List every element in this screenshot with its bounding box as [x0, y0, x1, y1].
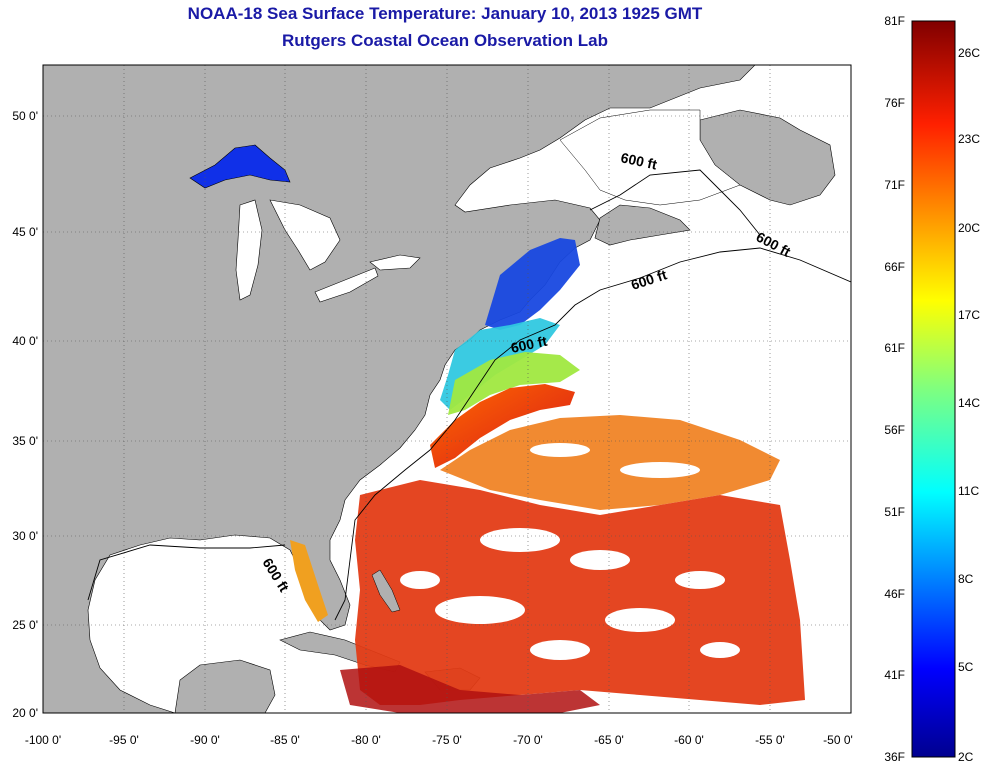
land-yucatan: [174, 659, 276, 713]
map-layers: [43, 65, 851, 713]
colorbar-f-label: 71F: [884, 178, 905, 192]
sst-slope-green: [448, 352, 580, 415]
colorbar-f-label: 81F: [884, 14, 905, 28]
grid-lines: [43, 65, 851, 713]
lake-huron: [269, 199, 341, 271]
gulf-st-lawrence: [559, 109, 741, 206]
colorbar-c-label: 5C: [958, 660, 974, 674]
lon-tick: -85 0': [270, 733, 300, 747]
colorbar-c-label: 23C: [958, 132, 980, 146]
sst-sargasso-orange: [440, 415, 780, 510]
lon-tick: -80 0': [351, 733, 381, 747]
colorbar: 81F 76F 71F 66F 61F 56F 51F 46F 41F 36F …: [884, 14, 980, 764]
lake-superior: [189, 144, 291, 189]
lon-tick: -90 0': [190, 733, 220, 747]
lat-tick: 40 0': [12, 334, 38, 348]
land-north-america: [43, 65, 756, 713]
colorbar-c-label: 26C: [958, 46, 980, 60]
colorbar-c-label: 20C: [958, 221, 980, 235]
colorbar-f-label: 36F: [884, 750, 905, 764]
lon-tick: -60 0': [674, 733, 704, 747]
lat-tick: 45 0': [12, 225, 38, 239]
cloud-cover: [400, 443, 740, 660]
lat-tick: 35 0': [12, 434, 38, 448]
map-subtitle: Rutgers Coastal Ocean Observation Lab: [282, 31, 608, 50]
colorbar-f-label: 61F: [884, 341, 905, 355]
colorbar-f-label: 76F: [884, 96, 905, 110]
contour-600ft: [87, 169, 851, 621]
map-title: NOAA-18 Sea Surface Temperature: January…: [187, 4, 703, 23]
colorbar-c-label: 11C: [958, 484, 979, 498]
colorbar-ramp: [911, 20, 956, 758]
colorbar-c-label: 17C: [958, 308, 980, 322]
lake-erie: [314, 267, 379, 303]
lat-tick-labels: 50 0' 45 0' 40 0' 35 0' 30 0' 25 0' 20 0…: [12, 109, 38, 720]
contour-label-northeast: 600 ft: [619, 149, 658, 172]
lat-tick: 30 0': [12, 529, 38, 543]
lon-tick: -50 0': [823, 733, 853, 747]
colorbar-c-label: 14C: [958, 396, 980, 410]
colorbar-f-label: 41F: [884, 668, 905, 682]
lon-tick-labels: -100 0' -95 0' -90 0' -85 0' -80 0' -75 …: [25, 733, 853, 747]
colorbar-f-label: 46F: [884, 587, 905, 601]
sst-caribbean-darkred: [340, 665, 600, 713]
lon-tick: -75 0': [432, 733, 462, 747]
lake-ontario: [369, 254, 421, 271]
lat-tick: 20 0': [12, 706, 38, 720]
lat-tick: 50 0': [12, 109, 38, 123]
sst-florida-shelf: [290, 540, 328, 622]
plot-frame: [42, 64, 852, 714]
lake-michigan: [235, 199, 263, 301]
sst-cold-shelf: [485, 238, 580, 330]
colorbar-f-label: 51F: [884, 505, 905, 519]
sst-subtropical-red: [355, 480, 805, 705]
colorbar-f-label: 66F: [884, 260, 905, 274]
colorbar-c-label: 2C: [958, 750, 974, 764]
colorbar-f-label: 56F: [884, 423, 905, 437]
land-nova-scotia: [594, 204, 691, 246]
sst-gulf-stream: [430, 384, 575, 468]
lat-tick: 25 0': [12, 618, 38, 632]
lon-tick: -70 0': [513, 733, 543, 747]
lon-tick: -100 0': [25, 733, 61, 747]
contour-label-mid-atlantic: 600 ft: [509, 333, 548, 356]
lon-tick: -55 0': [755, 733, 785, 747]
colorbar-c-label: 8C: [958, 572, 974, 586]
land-bahamas: [371, 569, 401, 613]
lon-tick: -65 0': [594, 733, 624, 747]
lon-tick: -95 0': [109, 733, 139, 747]
